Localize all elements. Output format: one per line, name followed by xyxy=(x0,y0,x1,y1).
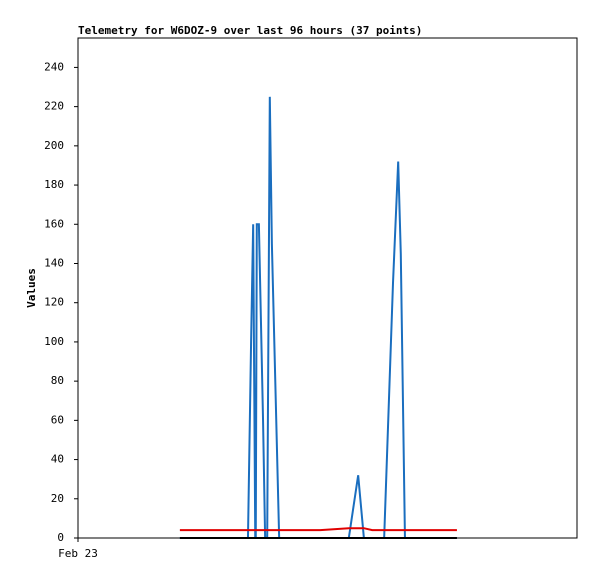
y-tick-label: 80 xyxy=(51,374,64,387)
chart-title: Telemetry for W6DOZ-9 over last 96 hours… xyxy=(78,24,422,37)
y-axis-label: Values xyxy=(25,268,38,308)
y-tick-label: 100 xyxy=(44,335,64,348)
y-tick-label: 180 xyxy=(44,178,64,191)
y-tick-label: 240 xyxy=(44,60,64,73)
y-tick-label: 20 xyxy=(51,492,64,505)
series-line xyxy=(179,527,457,532)
y-tick-label: 60 xyxy=(51,413,64,426)
y-tick-label: 200 xyxy=(44,139,64,152)
y-tick-label: 0 xyxy=(57,531,64,544)
y-tick-label: 160 xyxy=(44,217,64,230)
x-tick-label: Feb 23 xyxy=(58,547,98,560)
y-tick-label: 140 xyxy=(44,256,64,269)
y-tick-label: 120 xyxy=(44,296,64,309)
y-tick-label: 40 xyxy=(51,453,64,466)
y-tick-label: 220 xyxy=(44,100,64,113)
